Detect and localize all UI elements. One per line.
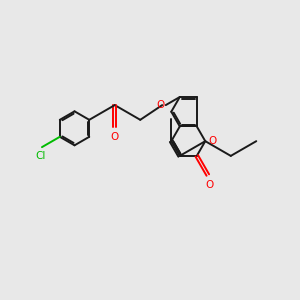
Text: O: O — [209, 136, 217, 146]
Text: O: O — [156, 100, 164, 110]
Text: O: O — [111, 132, 119, 142]
Text: O: O — [205, 180, 213, 190]
Text: Cl: Cl — [35, 151, 46, 161]
